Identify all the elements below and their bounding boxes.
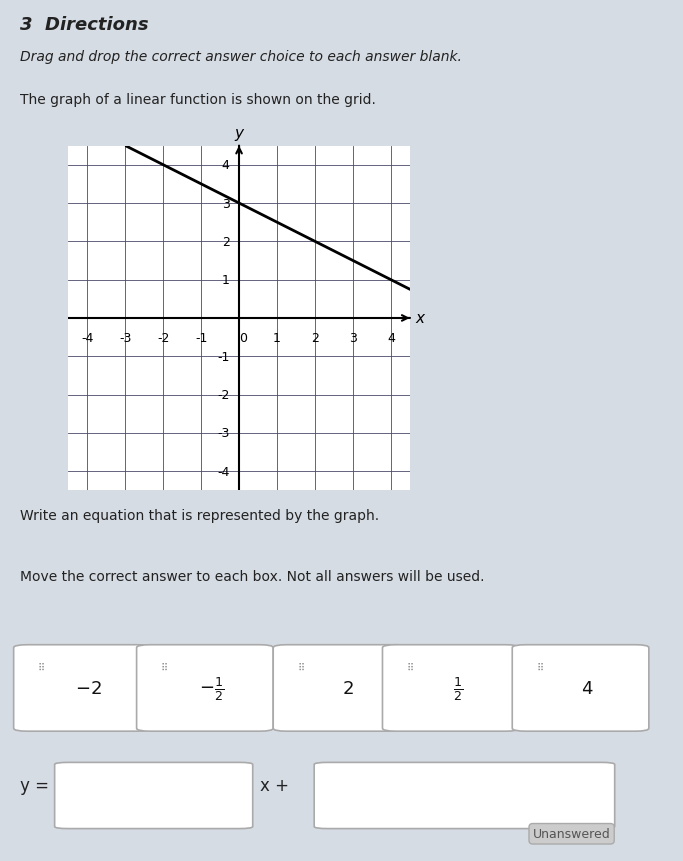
FancyBboxPatch shape <box>55 763 253 828</box>
Text: y =: y = <box>20 777 49 794</box>
Text: 3: 3 <box>222 197 229 210</box>
Text: $-\frac{1}{2}$: $-\frac{1}{2}$ <box>199 674 224 702</box>
Text: $\frac{1}{2}$: $\frac{1}{2}$ <box>453 674 462 702</box>
Text: ⠿: ⠿ <box>297 663 304 672</box>
Text: 2: 2 <box>311 332 319 345</box>
Text: Drag and drop the correct answer choice to each answer blank.: Drag and drop the correct answer choice … <box>20 50 462 64</box>
Text: -2: -2 <box>217 388 229 401</box>
Text: ⠿: ⠿ <box>406 663 413 672</box>
Text: -4: -4 <box>81 332 94 345</box>
Text: -2: -2 <box>157 332 169 345</box>
Text: 0: 0 <box>239 332 247 345</box>
Text: ⠿: ⠿ <box>38 663 44 672</box>
FancyBboxPatch shape <box>273 645 410 731</box>
Text: x: x <box>415 311 425 326</box>
Text: Write an equation that is represented by the graph.: Write an equation that is represented by… <box>20 509 380 523</box>
Text: The graph of a linear function is shown on the grid.: The graph of a linear function is shown … <box>20 93 376 107</box>
Text: ⠿: ⠿ <box>161 663 167 672</box>
Text: y: y <box>234 126 244 140</box>
Text: Unanswered: Unanswered <box>533 827 611 840</box>
FancyBboxPatch shape <box>314 763 615 828</box>
Text: 4: 4 <box>387 332 395 345</box>
Text: 2: 2 <box>222 236 229 249</box>
Text: 1: 1 <box>222 274 229 287</box>
FancyBboxPatch shape <box>382 645 519 731</box>
Text: 3  Directions: 3 Directions <box>20 15 149 34</box>
Text: 1: 1 <box>273 332 281 345</box>
Text: -1: -1 <box>217 350 229 363</box>
Text: -3: -3 <box>217 427 229 440</box>
Text: $4$: $4$ <box>581 679 594 697</box>
FancyBboxPatch shape <box>512 645 649 731</box>
Text: Move the correct answer to each box. Not all answers will be used.: Move the correct answer to each box. Not… <box>20 569 485 583</box>
Text: ⠿: ⠿ <box>536 663 543 672</box>
Text: -3: -3 <box>119 332 131 345</box>
Text: 3: 3 <box>349 332 357 345</box>
Text: 4: 4 <box>222 159 229 172</box>
Text: x +: x + <box>260 777 288 794</box>
FancyBboxPatch shape <box>14 645 150 731</box>
FancyBboxPatch shape <box>137 645 273 731</box>
Text: $2$: $2$ <box>342 679 354 697</box>
Text: $-2$: $-2$ <box>75 679 102 697</box>
Text: -1: -1 <box>195 332 208 345</box>
Text: -4: -4 <box>217 465 229 478</box>
